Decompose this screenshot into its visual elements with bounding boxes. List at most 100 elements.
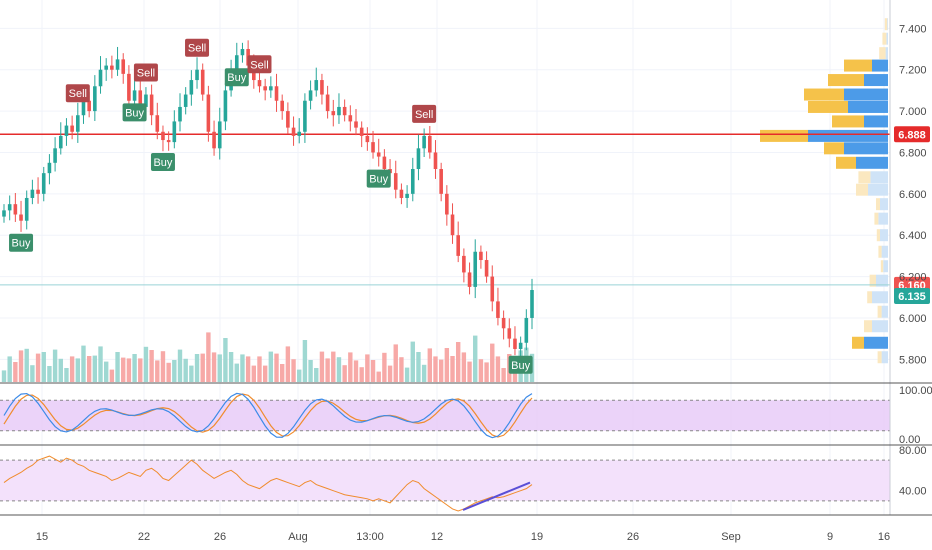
candle-body xyxy=(348,115,353,122)
candle-body xyxy=(518,342,523,349)
candle-body xyxy=(393,173,398,190)
volume-bar xyxy=(64,368,69,382)
volume-bar xyxy=(69,356,75,382)
candle-body xyxy=(479,251,483,261)
candle-body xyxy=(132,90,137,101)
rsi-line xyxy=(3,455,533,512)
profile-bar-up xyxy=(869,274,876,287)
candle-body xyxy=(7,204,12,211)
sell-signal-label: Sell xyxy=(250,59,268,71)
y-tick-label: 6.800 xyxy=(899,147,927,159)
buy-signal xyxy=(508,355,533,374)
profile-bar-up xyxy=(877,351,882,364)
candle-body xyxy=(382,156,387,170)
profile-bar-up xyxy=(874,212,879,225)
profile-bar-down xyxy=(864,74,888,87)
profile-bar-down xyxy=(876,274,888,287)
candle-body xyxy=(530,290,534,318)
volume-bar xyxy=(52,349,58,382)
candle-body xyxy=(195,69,199,81)
profile-bar-down xyxy=(883,260,888,273)
sell-signal xyxy=(247,55,272,74)
volume-bar xyxy=(302,340,308,382)
buy-signal-label: Buy xyxy=(227,72,246,84)
profile-bar-up xyxy=(852,336,864,349)
candle-body xyxy=(308,90,313,101)
candle-body xyxy=(359,127,364,136)
candle-body xyxy=(24,197,29,221)
profile-bar-up xyxy=(877,305,882,318)
buy-signal-label: Buy xyxy=(369,174,388,186)
profile-bar-up xyxy=(856,183,868,196)
profile-bar-down xyxy=(885,47,888,60)
candle-body xyxy=(127,73,131,101)
buy-signal-label: Buy xyxy=(511,360,530,372)
buy-signal-label: Buy xyxy=(12,238,31,250)
profile-bar-up xyxy=(884,18,888,31)
candles xyxy=(2,40,534,359)
volume-bar xyxy=(387,365,393,382)
volume-bar xyxy=(353,360,359,382)
volume-bar xyxy=(92,355,98,382)
candle-body xyxy=(354,121,358,128)
volume-bar xyxy=(421,364,427,382)
sell-signal-label: Sell xyxy=(137,68,155,80)
volume-bar xyxy=(172,360,177,382)
y-tick-label: 7.000 xyxy=(899,106,927,118)
stoch-tick-label: 0.00 xyxy=(899,434,920,446)
y-tick-label: 7.200 xyxy=(899,65,927,77)
y-tick-label: 6.400 xyxy=(899,230,927,242)
volume-bar xyxy=(240,354,245,382)
profile-bar-up xyxy=(808,100,848,113)
candle-body xyxy=(331,111,336,116)
candle-body xyxy=(320,80,324,95)
profile-bar-up xyxy=(876,198,880,211)
y-tick-label: 7.400 xyxy=(899,23,927,35)
volume-bar xyxy=(393,344,398,382)
candle-body xyxy=(342,106,347,116)
candle-body xyxy=(178,106,182,122)
candle-body xyxy=(206,94,211,132)
volume-bar xyxy=(455,342,461,382)
volume-bar xyxy=(103,361,109,382)
candle-body xyxy=(428,135,432,153)
candle-body xyxy=(189,80,194,95)
volume-bar xyxy=(47,366,52,382)
x-tick-label: 15 xyxy=(36,531,48,543)
buy-signal-label: Buy xyxy=(153,157,172,169)
volume-bar xyxy=(109,369,115,382)
volume-bar xyxy=(268,351,274,382)
volume-bar xyxy=(376,371,381,382)
candle-body xyxy=(223,90,228,122)
candle-body xyxy=(280,100,284,112)
volume-bar xyxy=(427,348,433,382)
volume-bar xyxy=(342,365,347,382)
candle-body xyxy=(212,131,216,149)
candle-body xyxy=(450,214,455,236)
y-tick-label: 6.200 xyxy=(899,272,927,284)
x-tick-label: 26 xyxy=(627,531,639,543)
candle-body xyxy=(286,111,290,128)
profile-bar-down xyxy=(880,229,888,242)
candle-body xyxy=(121,59,126,74)
volume-bar xyxy=(206,332,211,382)
profile-bar-up xyxy=(878,245,882,258)
volume-bar xyxy=(18,350,24,382)
volume-bar xyxy=(251,365,257,382)
candle-body xyxy=(104,65,108,70)
x-tick-label: 19 xyxy=(531,531,543,543)
profile-bar-down xyxy=(856,156,888,169)
candle-body xyxy=(81,100,86,116)
profile-bar-down xyxy=(881,351,888,364)
candle-body xyxy=(2,210,6,217)
volume-bar xyxy=(336,357,342,382)
x-tick-label: Aug xyxy=(288,531,308,543)
profile-bar-down xyxy=(872,59,888,72)
y-tick-label: 6.000 xyxy=(899,313,927,325)
volume-bar xyxy=(35,353,41,382)
volume-bar xyxy=(160,351,166,382)
volume-bar xyxy=(473,335,478,382)
profile-bar-down xyxy=(872,291,888,304)
